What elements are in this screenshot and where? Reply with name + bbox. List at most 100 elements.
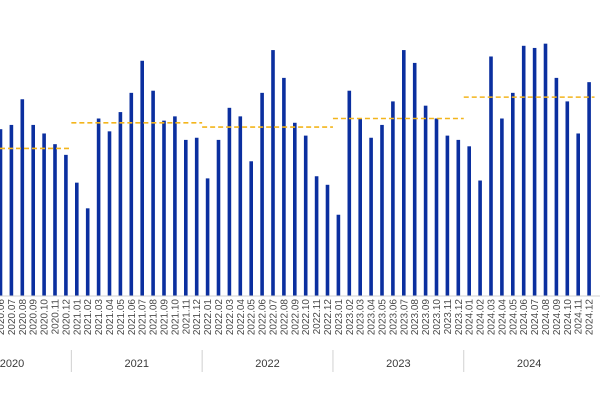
x-tick-label: 2022.05 <box>247 299 258 336</box>
x-tick-label: 2022.08 <box>279 299 290 336</box>
x-tick-label: 2024.10 <box>563 299 574 336</box>
bar-2020.09 <box>31 124 35 296</box>
bar-2021.03 <box>96 118 101 296</box>
bar-2024.04 <box>500 118 504 296</box>
x-tick-label: 2024.02 <box>476 299 487 336</box>
bar-2024.08 <box>543 43 548 296</box>
year-label-2020: 2020 <box>0 358 24 370</box>
x-tick-label: 2024.05 <box>508 299 519 336</box>
bar-2024.03 <box>489 56 493 296</box>
bar-2022.06 <box>260 92 264 296</box>
bar-2021.11 <box>184 139 188 296</box>
year-label-2024: 2024 <box>517 358 541 370</box>
bar-2023.05 <box>380 124 384 296</box>
x-tick-label: 2023.12 <box>454 299 465 336</box>
bar-2020.07 <box>9 124 14 296</box>
year-label-2023: 2023 <box>386 358 410 370</box>
bar-2021.02 <box>85 208 90 296</box>
bar-2023.02 <box>347 90 352 297</box>
x-tick-label: 2021.05 <box>116 299 127 336</box>
bar-2020.12 <box>64 154 68 296</box>
x-tick-labels: 2020.06 2020.07 2020.08 2020.09 2020.10 2020.… <box>0 299 596 336</box>
bar-2021.12 <box>194 137 199 296</box>
bar-2022.05 <box>249 161 253 296</box>
x-tick-label: 2024.09 <box>552 299 563 336</box>
x-tick-label: 2023.08 <box>410 299 421 336</box>
x-tick-label: 2021.10 <box>170 299 181 336</box>
bar-2022.10 <box>303 135 308 296</box>
bar-2024.02 <box>478 180 482 296</box>
x-tick-label: 2023.07 <box>399 299 410 336</box>
x-tick-label: 2023.04 <box>367 299 378 336</box>
x-tick-label: 2021.09 <box>160 299 171 336</box>
bar-2023.03 <box>358 118 362 296</box>
bar-2021.06 <box>129 92 134 296</box>
bar-2024.11 <box>576 133 580 296</box>
x-tick-label: 2022.11 <box>312 299 323 335</box>
bar-2022.03 <box>227 107 232 296</box>
x-tick-label: 2020.09 <box>29 299 40 336</box>
x-tick-label: 2021.07 <box>138 299 149 336</box>
x-tick-label: 2023.01 <box>334 299 345 336</box>
bar-2022.07 <box>271 50 275 296</box>
x-tick-label: 2022.07 <box>269 299 280 336</box>
bar-2022.02 <box>216 139 221 296</box>
x-tick-label: 2024.01 <box>465 299 476 336</box>
x-tick-label: 2022.03 <box>225 299 236 336</box>
bar-2023.06 <box>391 101 395 297</box>
bar-2021.09 <box>162 120 166 297</box>
bar-2020.06 <box>0 129 3 296</box>
x-tick-label: 2021.08 <box>149 299 160 336</box>
year-label-2022: 2022 <box>255 358 279 370</box>
bar-2023.10 <box>434 118 439 296</box>
bar-2020.10 <box>42 133 46 296</box>
x-tick-label: 2020.10 <box>40 299 51 336</box>
bar-2023.11 <box>445 135 450 296</box>
bar-2023.09 <box>423 105 428 297</box>
x-tick-label: 2024.12 <box>585 299 596 336</box>
x-tick-label: 2021.12 <box>192 299 203 336</box>
x-tick-label: 2020.06 <box>0 299 7 336</box>
bar-2024.12 <box>587 82 591 297</box>
x-tick-label: 2020.08 <box>18 299 29 336</box>
bar-2024.07 <box>532 47 537 296</box>
x-tick-label: 2022.02 <box>214 299 225 336</box>
x-tick-label: 2020.12 <box>61 299 72 336</box>
bar-2022.04 <box>238 116 243 297</box>
x-tick-label: 2021.11 <box>181 299 192 335</box>
bar-2023.04 <box>369 137 373 296</box>
x-tick-label: 2024.06 <box>519 299 530 336</box>
x-tick-label: 2023.09 <box>421 299 432 336</box>
x-tick-label: 2022.09 <box>290 299 301 336</box>
bar-2024.10 <box>565 101 570 297</box>
bar-2022.08 <box>282 77 286 296</box>
bar-2021.07 <box>140 60 144 296</box>
x-tick-label: 2020.07 <box>7 299 18 336</box>
x-tick-label: 2023.02 <box>345 299 356 336</box>
x-tick-label: 2022.12 <box>323 299 334 336</box>
bar-2023.12 <box>456 139 461 296</box>
x-tick-label: 2021.04 <box>105 299 116 336</box>
bar-2021.01 <box>75 182 79 296</box>
x-tick-label: 2021.03 <box>94 299 105 336</box>
x-tick-label: 2024.03 <box>487 299 498 336</box>
x-tick-label: 2024.07 <box>530 299 541 336</box>
bar-2021.10 <box>173 116 177 297</box>
x-tick-label: 2023.03 <box>356 299 367 336</box>
bar-2024.09 <box>554 77 559 296</box>
bar-2023.08 <box>412 62 417 296</box>
x-tick-label: 2022.04 <box>236 299 247 336</box>
bar-2020.11 <box>53 144 57 296</box>
bar-2023.07 <box>402 50 406 296</box>
year-label-2021: 2021 <box>125 358 149 370</box>
bar-2022.11 <box>314 176 319 296</box>
bar-2022.09 <box>293 122 297 296</box>
x-tick-label: 2020.11 <box>51 299 62 335</box>
x-tick-label: 2021.06 <box>127 299 138 336</box>
bar-2024.06 <box>521 45 526 296</box>
x-tick-label: 2023.06 <box>388 299 399 336</box>
x-tick-label: 2024.04 <box>497 299 508 336</box>
bar-2023.01 <box>336 214 341 296</box>
